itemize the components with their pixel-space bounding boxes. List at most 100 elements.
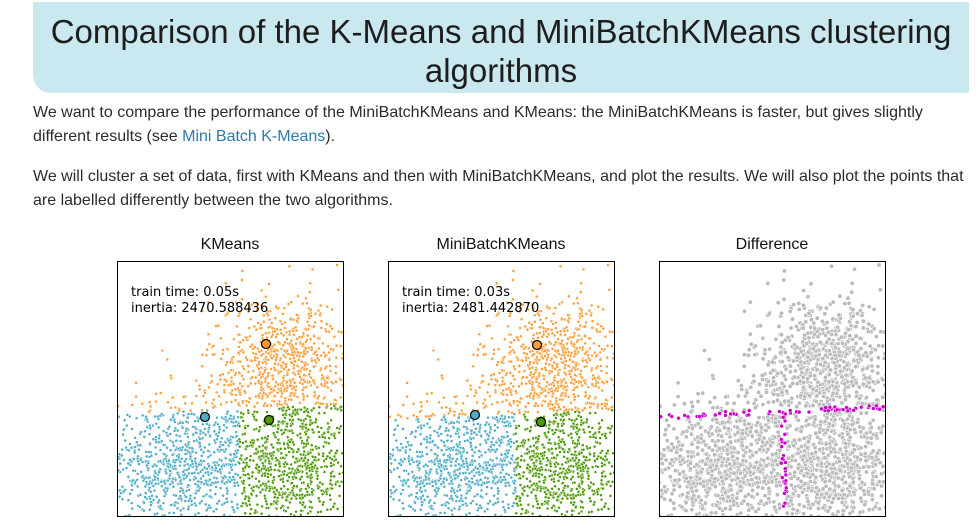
data-point: [480, 374, 485, 378]
data-point: [604, 451, 609, 455]
data-point: [158, 448, 163, 452]
data-point: [211, 352, 215, 357]
data-point: [301, 331, 306, 336]
data-point: [599, 497, 604, 502]
data-point: [521, 302, 525, 307]
data-point: [598, 436, 602, 440]
mini-batch-kmeans-link[interactable]: Mini Batch K-Means: [182, 128, 326, 145]
data-point: [479, 477, 483, 482]
data-point-same: [744, 444, 750, 450]
data-point: [399, 414, 403, 419]
data-point: [272, 349, 276, 353]
data-point: [130, 483, 134, 488]
data-point: [608, 472, 613, 476]
data-point: [288, 357, 292, 361]
data-point: [507, 448, 511, 453]
data-point: [153, 462, 157, 467]
data-point: [415, 454, 420, 459]
data-point: [217, 499, 221, 503]
data-point: [397, 461, 401, 466]
data-point: [319, 367, 323, 372]
data-point: [565, 509, 569, 514]
data-point: [464, 496, 468, 500]
data-point: [128, 442, 132, 446]
data-point: [282, 442, 286, 446]
data-point: [341, 392, 343, 396]
data-point: [389, 488, 393, 493]
data-point: [166, 478, 170, 483]
data-point: [175, 470, 180, 475]
data-point: [519, 454, 524, 458]
data-point: [499, 453, 504, 457]
data-point: [599, 324, 604, 328]
data-point: [524, 508, 529, 513]
data-point: [188, 478, 192, 482]
data-point: [475, 514, 480, 516]
data-point: [389, 494, 393, 499]
data-point: [475, 492, 480, 497]
data-point: [211, 344, 216, 348]
data-point: [334, 343, 339, 348]
data-point: [495, 496, 500, 501]
data-point: [590, 426, 595, 430]
data-point: [295, 353, 299, 358]
data-point: [566, 459, 571, 464]
data-point: [413, 508, 417, 513]
data-point: [281, 455, 285, 460]
data-point: [230, 468, 234, 472]
data-point: [537, 358, 542, 362]
data-point: [277, 469, 282, 473]
data-point: [494, 415, 499, 419]
data-point: [258, 457, 263, 462]
data-point: [553, 484, 557, 488]
data-point: [493, 464, 498, 468]
data-point: [188, 493, 193, 498]
data-point: [443, 503, 448, 508]
data-point: [423, 488, 428, 493]
data-point: [210, 379, 214, 384]
data-point: [508, 444, 513, 449]
data-point: [530, 353, 535, 357]
data-point: [336, 288, 341, 292]
data-point: [565, 476, 569, 480]
data-point: [212, 429, 216, 434]
data-point: [472, 459, 477, 463]
data-point: [531, 436, 535, 441]
data-point: [219, 356, 223, 361]
data-point: [334, 457, 338, 462]
data-point: [315, 474, 320, 478]
data-point: [435, 471, 440, 476]
data-point: [503, 452, 507, 456]
data-point: [454, 442, 459, 447]
data-point: [305, 394, 310, 398]
data-point: [138, 505, 142, 509]
data-point: [312, 394, 317, 399]
data-point: [304, 487, 308, 491]
data-point: [557, 445, 562, 450]
data-point: [528, 349, 533, 354]
data-point: [232, 337, 236, 342]
data-point: [312, 324, 316, 329]
data-point: [144, 415, 148, 419]
data-point: [527, 346, 531, 351]
data-point: [228, 453, 233, 457]
data-point: [269, 403, 273, 408]
data-point: [259, 353, 264, 357]
data-point: [295, 484, 299, 489]
data-point: [576, 320, 581, 324]
data-point: [146, 461, 151, 465]
data-point: [181, 515, 185, 516]
data-point: [256, 321, 260, 325]
data-point: [584, 311, 589, 316]
data-point: [389, 456, 393, 461]
data-point: [120, 497, 125, 501]
data-point: [396, 413, 401, 417]
data-point: [155, 414, 160, 419]
data-point: [418, 455, 423, 459]
data-point: [584, 420, 589, 425]
data-point: [477, 449, 481, 453]
data-point: [226, 443, 231, 448]
data-point: [395, 514, 400, 516]
data-point: [312, 390, 317, 395]
data-point: [313, 350, 317, 355]
